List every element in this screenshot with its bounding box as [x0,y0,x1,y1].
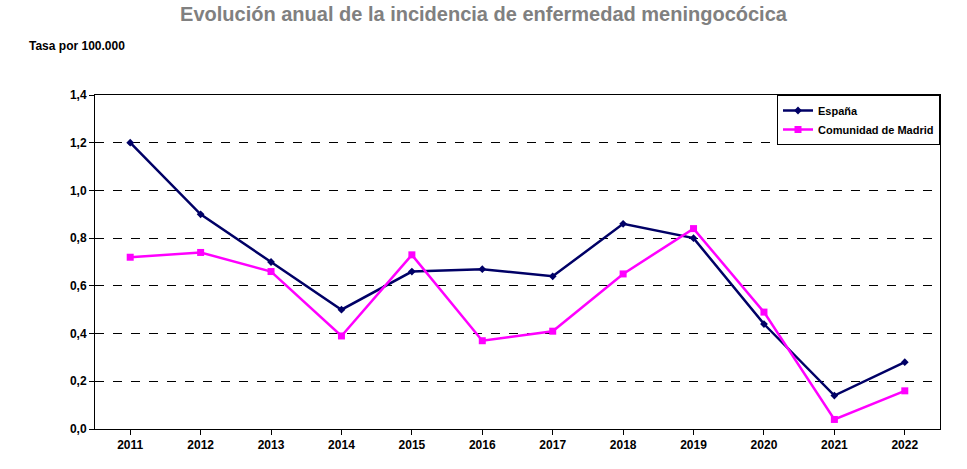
svg-text:2014: 2014 [328,438,355,452]
svg-text:1,0: 1,0 [70,184,87,198]
svg-text:Comunidad de Madrid: Comunidad de Madrid [818,124,934,136]
svg-text:2020: 2020 [751,438,778,452]
svg-text:2017: 2017 [539,438,566,452]
svg-text:2018: 2018 [610,438,637,452]
svg-text:2022: 2022 [891,438,918,452]
svg-text:2015: 2015 [399,438,426,452]
svg-text:1,2: 1,2 [70,136,87,150]
svg-text:0,0: 0,0 [70,422,87,436]
svg-text:Tasa por 100.000: Tasa por 100.000 [29,39,125,53]
svg-text:Evolución anual de la incidenc: Evolución anual de la incidencia de enfe… [180,3,788,25]
svg-text:1,4: 1,4 [70,88,87,102]
svg-text:2013: 2013 [258,438,285,452]
svg-text:0,2: 0,2 [70,374,87,388]
svg-text:2021: 2021 [821,438,848,452]
svg-text:2011: 2011 [117,438,143,452]
svg-text:0,4: 0,4 [70,327,87,341]
svg-text:2012: 2012 [187,438,214,452]
svg-text:2016: 2016 [469,438,496,452]
svg-text:España: España [818,105,858,117]
svg-text:0,6: 0,6 [70,279,87,293]
svg-text:0,8: 0,8 [70,231,87,245]
svg-text:2019: 2019 [680,438,707,452]
